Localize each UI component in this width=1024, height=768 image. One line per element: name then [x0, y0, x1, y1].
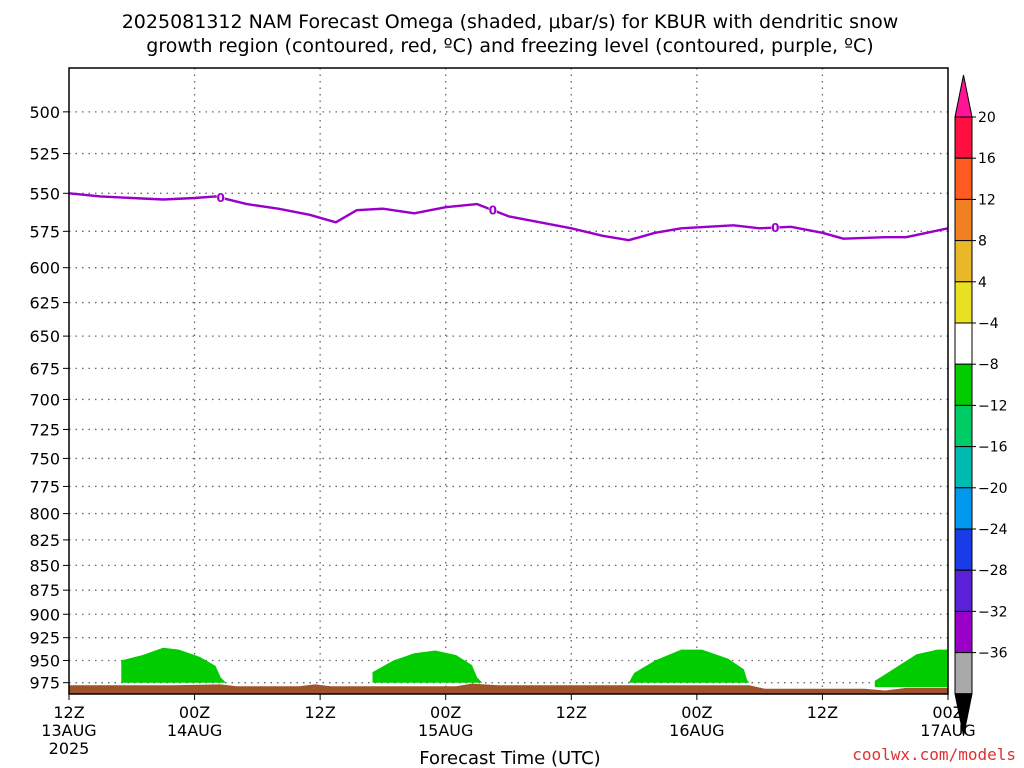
x-tick-label: 14AUG [167, 721, 222, 740]
colorbar-tick-label: −28 [978, 563, 1008, 579]
colorbar-tick-label: −32 [978, 604, 1008, 620]
omega-shaded-region [372, 650, 483, 683]
plot-frame [68, 67, 949, 695]
colorbar-tick-label: −16 [978, 440, 1008, 456]
y-tick-label: 700 [29, 390, 60, 409]
y-tick-label: 950 [29, 651, 60, 670]
chart-title-line-2: growth region (contoured, red, ºC) and f… [146, 35, 873, 57]
credit-text: coolwx.com/models [852, 745, 1016, 764]
colorbar-segment [954, 652, 973, 695]
y-tick-label: 550 [29, 184, 60, 203]
x-tick-label: 00Z [430, 703, 461, 722]
freezing-level-contour-label: 0 [489, 204, 497, 218]
colorbar-segment [954, 157, 973, 200]
omega-shaded-region [874, 649, 948, 688]
colorbar-segment [954, 116, 973, 159]
colorbar-tick-label: 20 [978, 110, 996, 126]
colorbar-segment [954, 610, 973, 654]
y-tick-label: 925 [29, 629, 60, 648]
colorbar-tick-label: −20 [978, 481, 1008, 497]
colorbar-tick-label: 8 [978, 234, 987, 250]
y-tick-label: 725 [29, 420, 60, 439]
colorbar-segment [954, 363, 973, 406]
freezing-level-contour-label: 0 [217, 191, 225, 205]
y-tick-label: 975 [29, 674, 60, 693]
x-tick-label: 00Z [179, 703, 210, 722]
colorbar-legend: 20 16 12 8 4 −4 −8 −12 −16 −20 −24 −28 −32 −36 [954, 74, 1008, 736]
x-tick-label: 12Z [53, 703, 84, 722]
y-tick-label: 750 [29, 449, 60, 468]
colorbar-segment [954, 322, 973, 365]
y-tick-label: 900 [29, 605, 60, 624]
omega-shaded-region [121, 647, 226, 683]
colorbar-segment [954, 487, 973, 530]
terrain-area [69, 683, 948, 694]
x-tick-label: 15AUG [418, 721, 473, 740]
colorbar-bottom-arrow [954, 693, 973, 736]
colorbar-tick-label: −24 [978, 522, 1008, 538]
x-axis-label: Forecast Time (UTC) [419, 748, 600, 768]
y-tick-label: 800 [29, 505, 60, 524]
colorbar-tick-label: −8 [978, 357, 999, 373]
x-tick-label: 12Z [304, 703, 335, 722]
colorbar-segment [954, 528, 973, 571]
y-tick-label: 650 [29, 327, 60, 346]
colorbar-tick-label: 4 [978, 275, 987, 291]
y-tick-label: 500 [29, 103, 60, 122]
y-tick-label: 850 [29, 556, 60, 575]
colorbar-tick-label: −12 [978, 398, 1008, 414]
contour-label-bg [216, 191, 225, 204]
omega-shaded-region [628, 649, 750, 683]
colorbar-segment [954, 446, 973, 489]
contour-label-bg [771, 221, 780, 234]
x-tick-label: 16AUG [669, 721, 724, 740]
y-tick-label: 775 [29, 477, 60, 496]
colorbar-segment [954, 569, 973, 612]
colorbar-segment [954, 198, 973, 242]
freezing-level-contour-label: 0 [771, 221, 779, 235]
colorbar-tick-label: 16 [978, 151, 996, 167]
colorbar-segment [954, 240, 973, 283]
y-tick-label: 575 [29, 222, 60, 241]
y-tick-label: 525 [29, 145, 60, 164]
x-tick-label: 2025 [49, 739, 90, 758]
plot-background [69, 68, 948, 694]
colorbar-segment [954, 404, 973, 448]
x-tick-label: 17AUG [920, 721, 975, 740]
plot-area: 0 0 0 [68, 67, 949, 695]
y-tick-label: 875 [29, 581, 60, 600]
x-tick-label: 00Z [681, 703, 712, 722]
x-tick-label: 12Z [807, 703, 838, 722]
y-tick-label: 675 [29, 359, 60, 378]
colorbar-tick-label: −4 [978, 316, 999, 332]
colorbar-segment [954, 281, 973, 324]
colorbar-tick-label: 12 [978, 192, 996, 208]
chart-title-line-1: 2025081312 NAM Forecast Omega (shaded, μ… [122, 11, 899, 33]
y-axis: 500 525 550 575 600 625 650 675 700 725 750 775 800 8… [29, 103, 69, 693]
contour-label-bg [488, 204, 497, 217]
y-tick-label: 625 [29, 294, 60, 313]
colorbar-top-arrow [954, 74, 973, 118]
x-tick-label: 00Z [932, 703, 963, 722]
colorbar-tick-label: −36 [978, 646, 1008, 662]
x-tick-label: 13AUG [41, 721, 96, 740]
freezing-level-line [68, 192, 949, 242]
x-tick-label: 12Z [556, 703, 587, 722]
y-tick-label: 600 [29, 259, 60, 278]
y-tick-label: 825 [29, 531, 60, 550]
